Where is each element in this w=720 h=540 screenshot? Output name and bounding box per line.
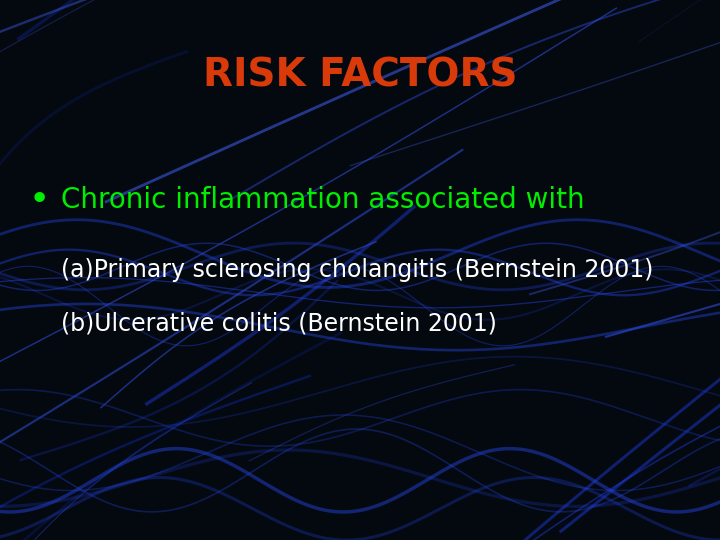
Text: •: • [29, 183, 50, 217]
Text: RISK FACTORS: RISK FACTORS [203, 57, 517, 94]
Text: Chronic inflammation associated with: Chronic inflammation associated with [61, 186, 585, 214]
Text: (a)Primary sclerosing cholangitis (Bernstein 2001): (a)Primary sclerosing cholangitis (Berns… [61, 258, 654, 282]
Text: (b)Ulcerative colitis (Bernstein 2001): (b)Ulcerative colitis (Bernstein 2001) [61, 312, 497, 336]
